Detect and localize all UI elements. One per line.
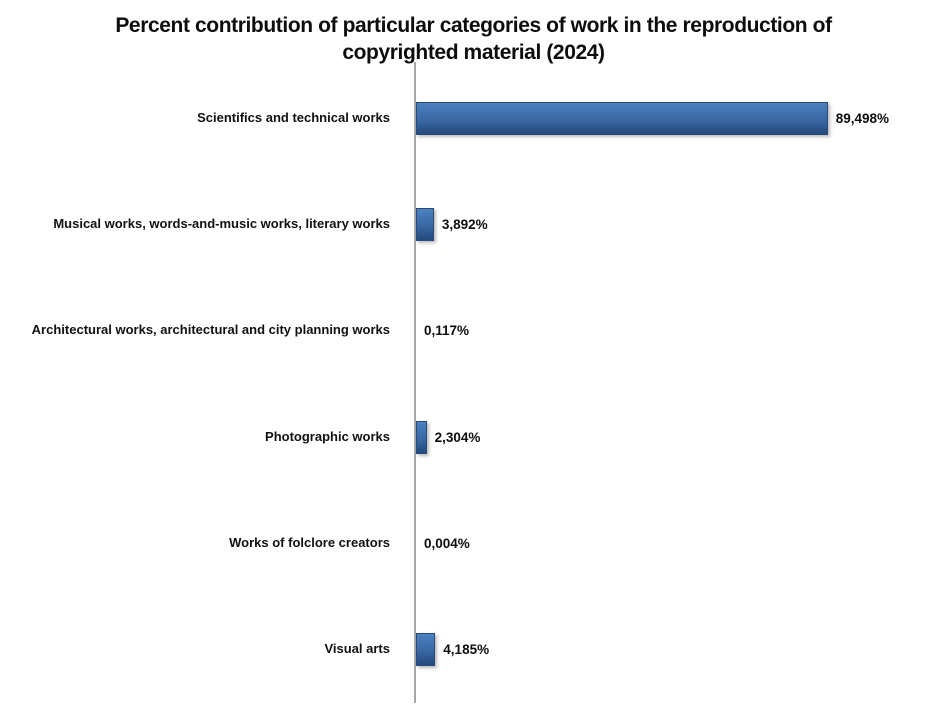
bar-track: 4,185% — [416, 633, 947, 667]
value-label: 3,892% — [441, 216, 488, 232]
bar-track: 0,004% — [416, 536, 947, 551]
bar-track: 89,498% — [416, 101, 947, 135]
category-label: Works of folclore creators — [229, 535, 390, 550]
category-label: Visual arts — [324, 641, 390, 657]
bar-row: Photographic works 2,304% — [0, 384, 947, 490]
bar-row: Scientifics and technical works 89,498% — [0, 65, 947, 171]
bar-row: Works of folclore creators 0,004% — [0, 490, 947, 596]
bar-track: 2,304% — [416, 420, 947, 454]
value-label: 89,498% — [835, 110, 889, 126]
category-label: Architectural works, architectural and c… — [31, 322, 390, 338]
value-label: 4,185% — [443, 642, 490, 658]
bar-track: 3,892% — [416, 207, 947, 241]
bar — [416, 420, 427, 454]
value-label: 2,304% — [434, 429, 481, 445]
y-axis-line — [414, 62, 416, 703]
chart-title: Percent contribution of particular categ… — [115, 14, 832, 65]
bar-row: Musical works, words-and-music works, li… — [0, 171, 947, 277]
bar — [416, 633, 436, 667]
value-label: 0,117% — [424, 323, 470, 339]
category-label: Scientifics and technical works — [197, 109, 390, 125]
bar-row: Visual arts 4,185% — [0, 597, 947, 703]
value-label: 0,004% — [424, 535, 470, 551]
bar-track: 0,117% — [416, 323, 947, 338]
category-label: Photographic works — [265, 428, 390, 444]
bar — [416, 101, 828, 135]
plot-area: Scientifics and technical works 89,498% … — [0, 65, 947, 703]
bar — [416, 207, 434, 241]
bar-row: Architectural works, architectural and c… — [0, 278, 947, 384]
category-label: Musical works, words-and-music works, li… — [53, 216, 390, 232]
